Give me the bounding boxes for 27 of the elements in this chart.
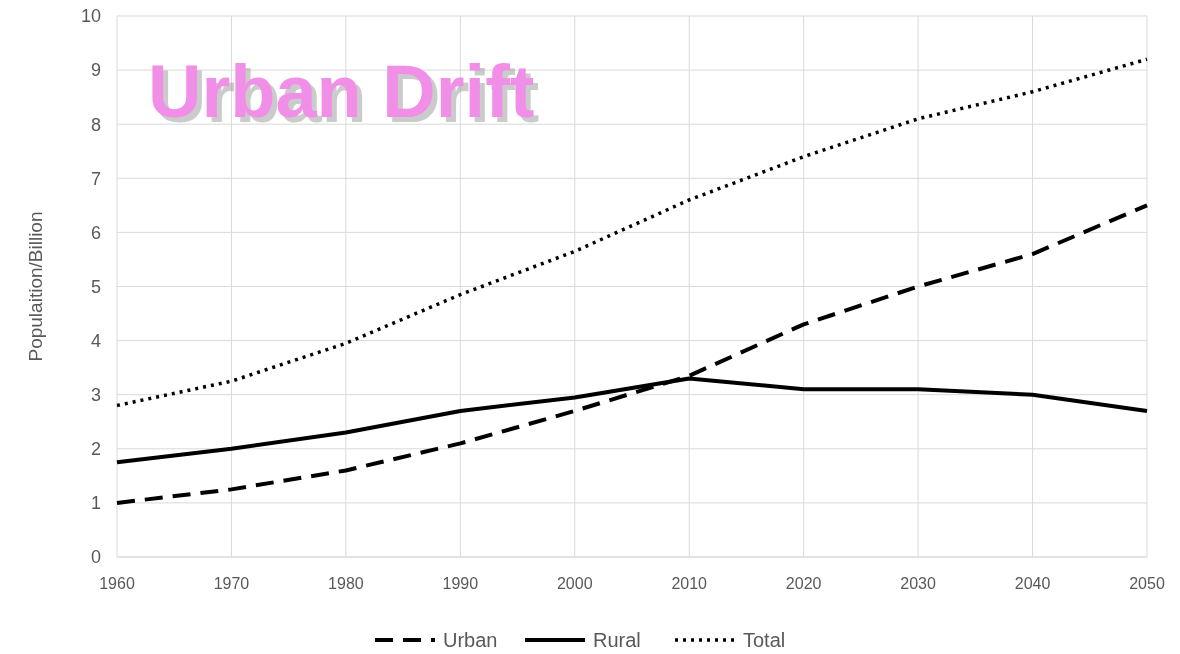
y-tick-label: 1	[90, 493, 101, 514]
y-tick-label: 5	[90, 276, 101, 297]
y-tick-label: 4	[90, 330, 101, 351]
y-tick-label: 2	[90, 439, 101, 460]
y-tick-label: 7	[90, 168, 101, 189]
x-tick-label: 2000	[556, 575, 593, 592]
x-tick-label: 1990	[442, 575, 479, 592]
legend-label: Rural	[593, 629, 641, 651]
line-series	[115, 57, 1149, 408]
legend-label: Total	[743, 629, 786, 651]
y-axis-title: Populaition/Billion	[25, 211, 46, 362]
y-tick-label: 0	[90, 547, 101, 568]
x-tick-label: 2050	[1129, 575, 1165, 592]
y-tick-label: 8	[90, 114, 101, 135]
y-tick-label: 9	[90, 60, 101, 81]
x-tick-label: 1970	[213, 575, 250, 592]
x-tick-label: 2020	[785, 575, 822, 592]
y-tick-label: 10	[80, 6, 101, 27]
legend-label: Urban	[443, 629, 498, 651]
x-tick-label: 2010	[671, 575, 708, 592]
x-tick-label: 1980	[328, 575, 364, 592]
x-tick-label: 2040	[1014, 575, 1051, 592]
x-tick-label: 1960	[99, 575, 135, 592]
x-tick-label: 2030	[900, 575, 937, 592]
y-tick-label: 3	[90, 385, 101, 405]
line-series	[115, 203, 1149, 505]
y-tick-label: 6	[90, 222, 101, 243]
